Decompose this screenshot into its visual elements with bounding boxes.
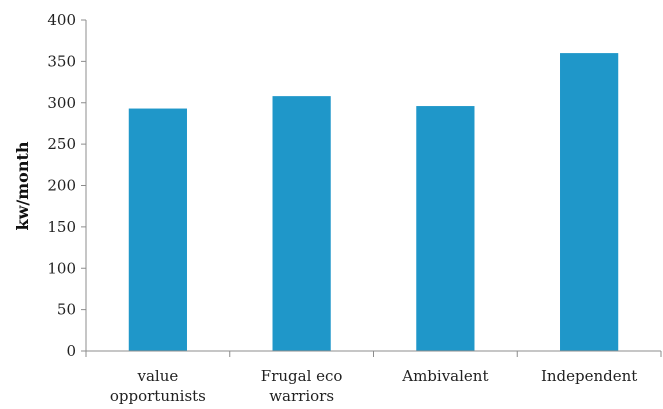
x-axis — [85, 350, 662, 357]
y-tick-label: 200 — [47, 177, 76, 195]
bar — [560, 53, 619, 351]
bar — [272, 96, 331, 351]
x-tick-label: Frugal eco — [261, 367, 343, 385]
y-tick-label: 0 — [66, 342, 76, 360]
y-tick-label: 50 — [57, 301, 76, 319]
y-axis-title: kw/month — [13, 141, 32, 230]
bar — [128, 108, 187, 351]
x-tick-label: opportunists — [110, 387, 206, 405]
y-tick-label: 150 — [47, 218, 76, 236]
y-tick-label: 300 — [47, 94, 76, 112]
y-tick-label: 250 — [47, 135, 76, 153]
y-tick-label: 100 — [47, 259, 76, 277]
y-axis: 0 50 100 150 200 250 300 350 400 — [47, 11, 87, 360]
x-axis-labels: value opportunists Frugal eco warriors Ambiv… — [110, 367, 637, 405]
x-tick-label: warriors — [269, 387, 334, 405]
y-tick-label: 350 — [47, 52, 76, 70]
bars — [128, 53, 619, 351]
y-tick-label: 400 — [47, 11, 76, 29]
x-tick-label: Ambivalent — [401, 367, 488, 385]
x-tick-label: Independent — [541, 367, 637, 385]
x-tick-label: value — [136, 367, 178, 385]
bar — [416, 106, 475, 351]
